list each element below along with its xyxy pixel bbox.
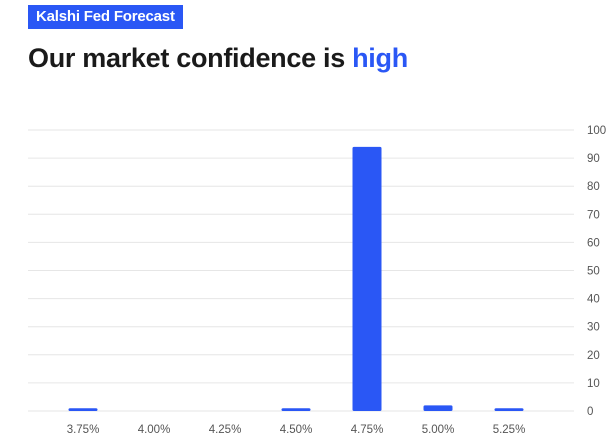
x-tick-label: 5.00% bbox=[422, 424, 455, 436]
page-title: Our market confidence is high bbox=[28, 40, 408, 76]
y-tick-label: 10 bbox=[587, 378, 600, 390]
headline-prefix: Our market confidence is bbox=[28, 43, 353, 73]
bars bbox=[68, 146, 524, 412]
y-tick-label: 40 bbox=[587, 294, 600, 306]
headline-accent: high bbox=[352, 43, 408, 73]
y-tick-label: 60 bbox=[587, 237, 600, 249]
y-tick-label: 50 bbox=[587, 266, 600, 278]
y-tick-label: 20 bbox=[587, 350, 600, 362]
y-tick-label: 100 bbox=[587, 125, 606, 137]
y-tick-label: 90 bbox=[587, 153, 600, 165]
bar[interactable] bbox=[281, 408, 311, 411]
x-tick-label: 3.75% bbox=[67, 424, 100, 436]
x-tick-label: 4.25% bbox=[209, 424, 242, 436]
grid-lines bbox=[28, 129, 574, 412]
bar[interactable] bbox=[352, 146, 382, 412]
bar[interactable] bbox=[68, 408, 98, 411]
y-tick-label: 80 bbox=[587, 181, 600, 193]
y-tick-label: 30 bbox=[587, 322, 600, 334]
x-tick-label: 4.00% bbox=[138, 424, 171, 436]
bar[interactable] bbox=[423, 405, 453, 411]
y-axis-ticks: 0 10 20 30 40 50 60 70 80 90 100 bbox=[587, 125, 606, 418]
y-tick-label: 70 bbox=[587, 209, 600, 221]
x-axis-labels: 3.75% 4.00% 4.25% 4.50% 4.75% 5.00% 5.25% bbox=[67, 424, 526, 436]
x-tick-label: 5.25% bbox=[493, 424, 526, 436]
y-tick-label: 0 bbox=[587, 406, 593, 418]
bar[interactable] bbox=[494, 408, 524, 411]
forecast-badge: Kalshi Fed Forecast bbox=[28, 5, 183, 29]
x-tick-label: 4.50% bbox=[280, 424, 313, 436]
x-tick-label: 4.75% bbox=[351, 424, 384, 436]
